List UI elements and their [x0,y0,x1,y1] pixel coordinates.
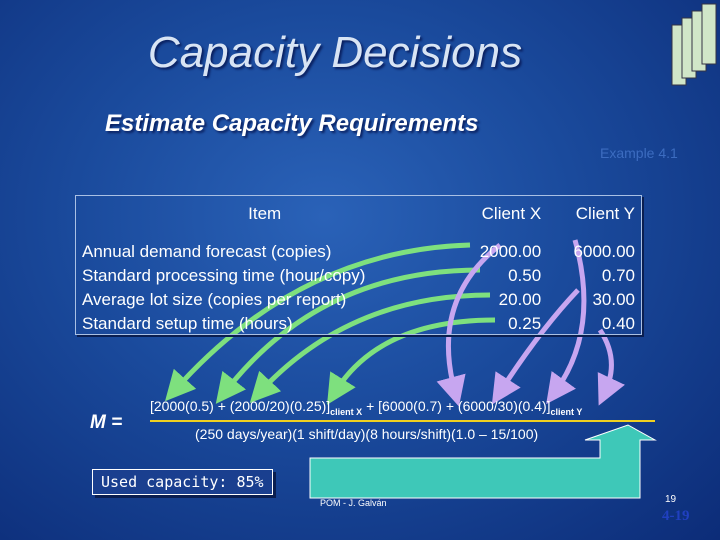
cell: Average lot size (copies per report) [82,290,347,309]
header-row: Item Client X Client Y [76,196,641,240]
table-row: Standard setup time (hours) 0.25 0.40 [76,312,641,336]
cell: 20.00 [498,290,542,309]
cell: 0.25 [508,314,542,333]
slide-number: 4-19 [662,508,690,524]
formula-lhs: M = [90,412,123,433]
fraction-bar [150,420,655,422]
cell: Standard processing time (hour/copy) [82,266,366,285]
numerator: [2000(0.5) + (2000/20)(0.25)]client X + … [150,398,582,417]
subscript: client Y [550,406,583,417]
cell: Standard setup time (hours) [82,314,293,333]
cell: 30.00 [592,290,635,309]
table-row: Average lot size (copies per report) 20.0… [76,288,641,312]
cell: 0.50 [508,266,542,285]
header-cell: Item [248,204,282,223]
header-cell: Client X [481,204,542,223]
result-arrow-box [309,424,657,499]
cell: Annual demand forecast (copies) [82,242,332,261]
table-row: Annual demand forecast (copies) 2000.00 60… [76,240,641,264]
title: Capacity Decisions [147,28,523,77]
purple-arrows [436,239,625,407]
subscript: client X [330,406,363,417]
header-cell: Client Y [575,204,635,223]
table: Item Client X Client Y Annual demand for… [76,196,641,336]
table-row: Standard processing time (hour/copy) 0.50… [76,264,641,288]
denominator: (250 days/year)(1 shift/day)(8 hours/shi… [195,426,539,442]
numerator-part: [2000(0.5) + (2000/20)(0.25)] [150,398,331,414]
books-icon [671,3,717,86]
result-box: Used capacity: 85% [92,469,273,495]
cell: 2000.00 [479,242,542,261]
cell: 0.70 [601,266,635,285]
green-arrows [165,242,496,405]
subtitle: Estimate Capacity Requirements [105,110,479,137]
cell: 6000.00 [573,242,635,261]
example-label: Example 4.1 [600,145,678,161]
cell: 0.40 [601,314,635,333]
footer-author: POM - J. Galván [320,498,387,508]
numerator-part: + [6000(0.7) + (6000/30)(0.4)] [366,398,551,414]
data-table: Item Client X Client Y Annual demand for… [75,195,642,335]
page-number: 19 [665,494,677,505]
